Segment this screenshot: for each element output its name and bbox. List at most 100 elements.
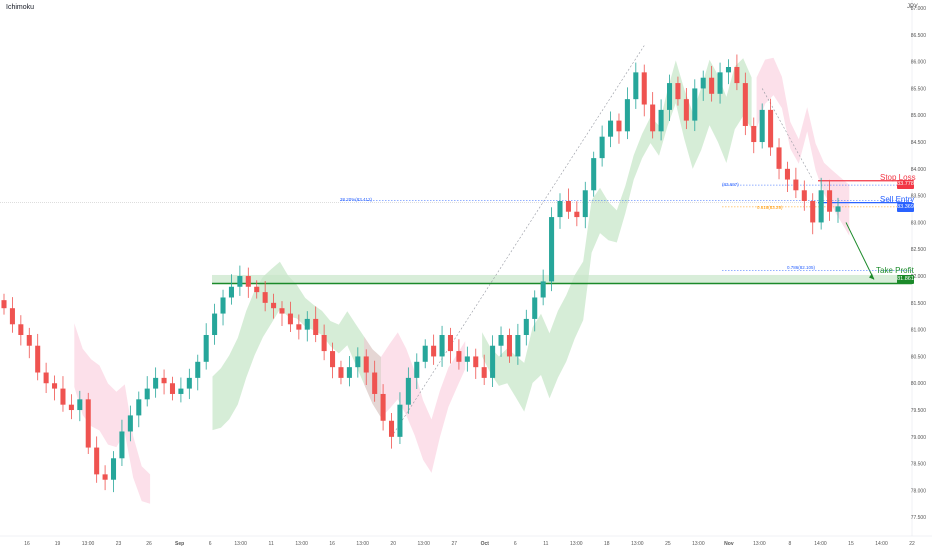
candle-body [287,313,293,325]
candle-body [616,120,622,132]
candle-body [768,109,774,148]
candle-body [330,351,336,368]
candle-body [532,297,538,319]
candle-body [582,190,588,218]
y-tick-label: 78.000 [911,488,927,494]
candle-body [35,345,41,373]
candle-body [346,367,352,378]
candle-body [144,388,150,400]
x-tick-label: 16 [329,541,335,547]
candle-body [675,83,681,100]
bull-cloud [212,261,381,431]
y-tick-label: 80.500 [911,354,927,360]
x-tick-label: 19 [55,541,61,547]
candle-body [725,67,732,73]
x-tick-label: 25 [665,541,671,547]
x-tick-label: 11 [269,541,274,547]
candle-body [549,217,555,282]
x-tick-label: 15 [848,541,854,547]
x-tick-label: 8 [789,541,792,547]
candle-body [60,388,66,405]
take-profit-price-tag: 81.861 [897,275,914,284]
candle-body [388,420,395,437]
candle-body [372,372,378,394]
swing-line [391,45,645,438]
candle-body [683,99,689,121]
x-tick-label: 13:00 [753,541,766,547]
x-tick-label: 13:00 [692,541,705,547]
fib-618-label: 0.618(83.29) [757,205,783,210]
candle-body [506,335,512,357]
candle-body [523,318,529,335]
x-tick-label: Sep [175,541,184,547]
candle-body [279,308,285,314]
y-tick-label: 77.500 [911,515,927,521]
y-tick-label: 83.500 [911,194,927,200]
trade-levels [0,180,912,285]
x-tick-label: Nov [724,541,734,547]
x-tick-label: 13:00 [82,541,95,547]
candle-body [237,276,243,287]
bear-cloud [756,57,850,236]
candle-body [102,474,108,480]
take-profit-zone [212,274,912,284]
candle-body [169,383,176,394]
x-tick-label: 13:00 [631,541,644,547]
bear-cloud [364,332,466,473]
candle-body [397,404,403,437]
stop-loss-label: Stop Loss [880,173,916,182]
sell-entry-label: Sell Entry [880,195,915,204]
candle-body [801,190,807,201]
candle-body [776,147,782,169]
x-tick-label: 16 [24,541,30,547]
candle-body [52,383,58,389]
candle-body [751,125,757,143]
candle-body [195,361,201,378]
fib-382-label: 38.20%(83.412) [340,197,373,202]
sell-entry-price-tag: 83.369 [897,203,914,212]
y-tick-label: 84.500 [911,140,927,146]
candle-body [490,345,496,378]
candle-body [178,388,184,394]
candle-body [304,318,310,330]
candle-body [414,361,420,378]
candle-body [245,276,251,287]
x-tick-label: 11 [543,541,548,547]
x-tick-label: 6 [209,541,212,547]
candle-body [473,356,479,368]
candle-body [565,201,571,212]
candle-body [68,404,74,411]
candle-body [153,377,159,389]
candle-body [641,72,647,105]
candle-body [203,335,209,362]
candle-body [759,109,765,143]
indicator-label[interactable]: Ichimoku [6,4,35,11]
fib-high-label: (83.697) [722,182,739,187]
bull-cloud [482,58,752,412]
x-tick-label: 13:00 [295,541,308,547]
candle-body [793,179,799,191]
x-tick-label: 22 [909,541,915,547]
x-tick-label: Oct [481,541,490,547]
y-tick-label: 86.500 [911,33,927,39]
candle-body [540,281,546,298]
candle-body [26,335,32,346]
candle-body [77,399,83,411]
x-tick-label: 13:00 [234,541,247,547]
x-tick-label: 13:00 [417,541,430,547]
candle-body [574,211,580,218]
candle-body [456,351,462,362]
candle-body [321,335,327,352]
y-tick-label: 81.500 [911,301,927,307]
candle-body [431,345,437,357]
y-tick-label: 81.000 [911,328,927,334]
x-tick-label: 26 [146,541,152,547]
candle-body [18,324,24,335]
candle-body [405,377,411,405]
candle-body [666,83,673,110]
candle-body [254,286,260,293]
candle-body [363,356,369,373]
candle-body [161,377,167,384]
